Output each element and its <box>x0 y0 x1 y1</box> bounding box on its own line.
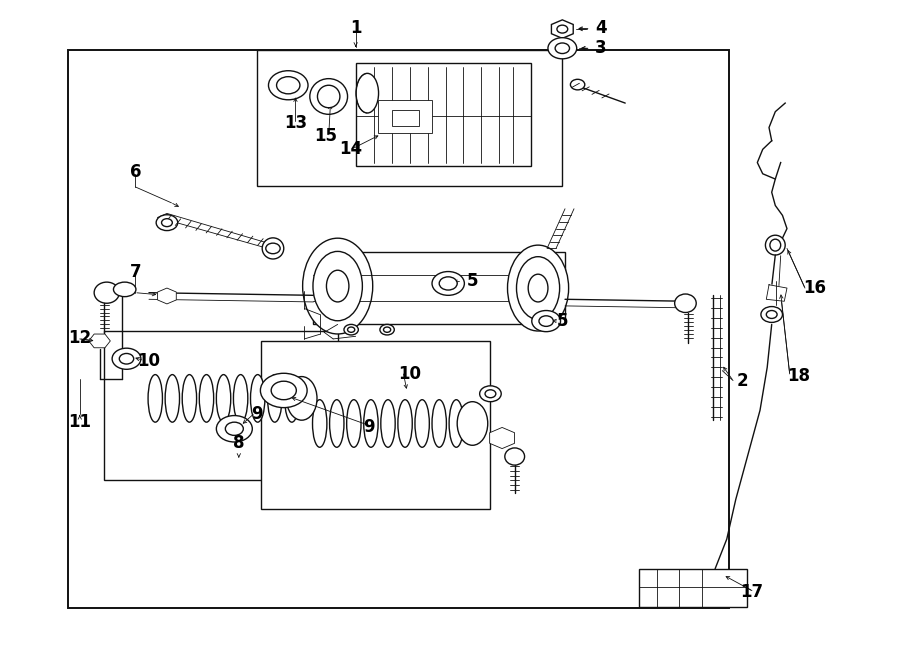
Text: 7: 7 <box>130 263 141 281</box>
Text: 4: 4 <box>595 19 607 38</box>
Bar <box>392 110 418 126</box>
Polygon shape <box>158 213 279 250</box>
Bar <box>68 50 729 608</box>
Ellipse shape <box>528 274 548 302</box>
Ellipse shape <box>312 400 327 448</box>
Circle shape <box>432 271 464 295</box>
Text: 5: 5 <box>556 312 568 330</box>
Circle shape <box>120 354 134 364</box>
Ellipse shape <box>94 282 120 303</box>
Ellipse shape <box>505 448 525 465</box>
Ellipse shape <box>182 375 196 422</box>
Circle shape <box>555 43 570 54</box>
Ellipse shape <box>267 375 282 422</box>
Circle shape <box>480 386 501 402</box>
Ellipse shape <box>770 239 780 251</box>
Bar <box>378 100 432 133</box>
Text: 10: 10 <box>398 365 421 383</box>
Ellipse shape <box>313 252 363 321</box>
Ellipse shape <box>356 73 379 113</box>
Ellipse shape <box>765 235 785 255</box>
Text: 2: 2 <box>736 371 748 389</box>
Text: 6: 6 <box>130 164 141 181</box>
Circle shape <box>766 310 777 318</box>
Polygon shape <box>766 285 787 301</box>
Bar <box>356 64 531 166</box>
Ellipse shape <box>199 375 213 422</box>
Ellipse shape <box>381 400 395 448</box>
Circle shape <box>380 324 394 335</box>
Circle shape <box>225 422 243 436</box>
Ellipse shape <box>302 238 373 334</box>
Ellipse shape <box>449 400 464 448</box>
Bar <box>639 569 746 607</box>
Circle shape <box>112 348 141 369</box>
Ellipse shape <box>262 238 284 259</box>
Circle shape <box>557 25 568 33</box>
Circle shape <box>266 243 280 254</box>
Ellipse shape <box>457 402 488 446</box>
Circle shape <box>268 71 308 100</box>
Text: 15: 15 <box>314 127 338 145</box>
Ellipse shape <box>165 375 179 422</box>
Ellipse shape <box>284 375 299 422</box>
Text: 11: 11 <box>68 413 91 431</box>
Ellipse shape <box>517 257 560 320</box>
Text: 3: 3 <box>595 39 607 57</box>
Text: 14: 14 <box>339 140 363 158</box>
Circle shape <box>157 214 177 230</box>
Ellipse shape <box>310 79 347 115</box>
Ellipse shape <box>148 375 162 422</box>
Circle shape <box>344 324 358 335</box>
Text: 17: 17 <box>741 583 763 601</box>
Ellipse shape <box>329 400 344 448</box>
Ellipse shape <box>415 400 429 448</box>
Circle shape <box>485 390 496 398</box>
Bar <box>104 331 338 480</box>
Text: 12: 12 <box>68 328 91 347</box>
Ellipse shape <box>398 400 412 448</box>
Bar <box>261 341 491 509</box>
Circle shape <box>260 373 307 408</box>
Circle shape <box>760 307 782 322</box>
Ellipse shape <box>364 400 378 448</box>
Ellipse shape <box>318 85 340 108</box>
Text: 10: 10 <box>138 352 160 370</box>
Text: 9: 9 <box>364 418 375 436</box>
Ellipse shape <box>327 270 349 302</box>
Ellipse shape <box>346 400 361 448</box>
Circle shape <box>383 327 391 332</box>
Ellipse shape <box>675 294 697 312</box>
Circle shape <box>276 77 300 94</box>
Text: 1: 1 <box>350 19 362 38</box>
Circle shape <box>539 316 554 326</box>
Ellipse shape <box>286 377 317 420</box>
Text: 5: 5 <box>467 273 478 291</box>
Ellipse shape <box>250 375 265 422</box>
Text: 16: 16 <box>804 279 826 297</box>
Circle shape <box>161 218 172 226</box>
Ellipse shape <box>432 400 446 448</box>
Ellipse shape <box>113 282 136 297</box>
Circle shape <box>347 327 355 332</box>
Text: 9: 9 <box>251 404 263 422</box>
Circle shape <box>532 310 561 332</box>
Ellipse shape <box>233 375 248 422</box>
Circle shape <box>216 416 252 442</box>
Text: 18: 18 <box>788 367 810 385</box>
Text: 13: 13 <box>284 114 307 132</box>
Circle shape <box>271 381 296 400</box>
Ellipse shape <box>508 245 569 331</box>
Text: 8: 8 <box>233 434 245 452</box>
Ellipse shape <box>216 375 230 422</box>
Circle shape <box>571 79 585 90</box>
Bar <box>313 252 565 324</box>
Circle shape <box>439 277 457 290</box>
Bar <box>256 50 562 185</box>
Circle shape <box>548 38 577 59</box>
